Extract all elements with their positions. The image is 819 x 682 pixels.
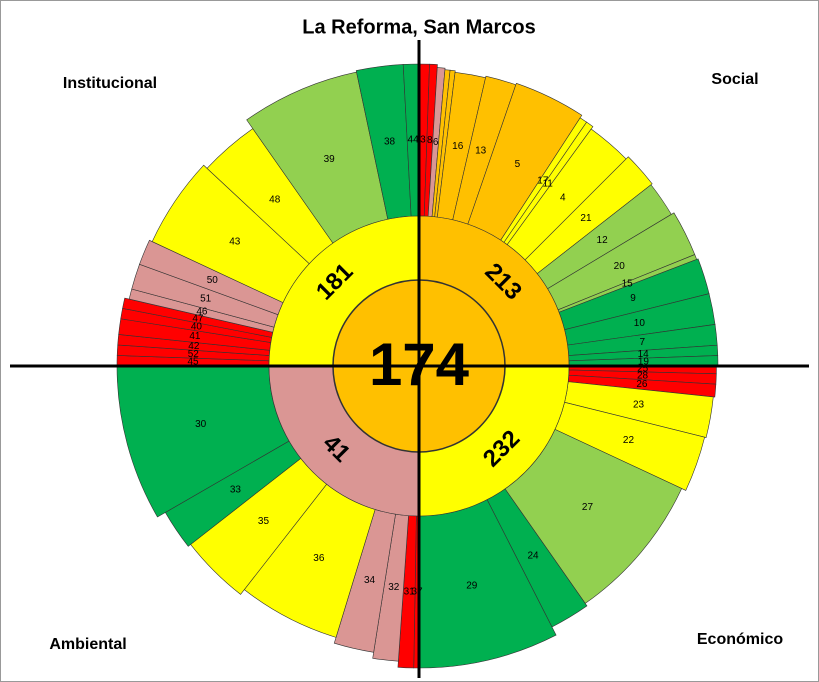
segment-label: 9: [630, 293, 636, 304]
segment-label: 14: [638, 349, 650, 360]
segment-label: 12: [597, 235, 609, 246]
segment-label: 36: [313, 553, 325, 564]
segment-label: 4: [560, 192, 566, 203]
segment-label: 26: [636, 379, 648, 390]
segment-label: 20: [614, 261, 626, 272]
segment-label: 52: [188, 349, 200, 360]
segment-label: 21: [580, 213, 592, 224]
segment-label: 24: [527, 550, 539, 561]
segment-label: 13: [475, 146, 487, 157]
segment-label: 23: [633, 399, 645, 410]
sector-name: Institucional: [63, 75, 157, 92]
segment-label: 42: [188, 341, 200, 352]
segment-label: 11: [542, 179, 553, 190]
segment-label: 51: [200, 293, 212, 304]
segment-label: 35: [258, 516, 270, 527]
segment-label: 31: [404, 586, 416, 597]
segment-label: 41: [189, 331, 201, 342]
segment-label: 27: [582, 502, 594, 513]
sector-name: Social: [711, 71, 758, 88]
segment-label: 6: [433, 137, 439, 148]
segment-label: 3: [420, 135, 426, 146]
segment-label: 25: [637, 364, 649, 375]
segment-label: 15: [622, 279, 634, 290]
segment-label: 8: [427, 135, 433, 146]
segment-label: 39: [324, 154, 336, 165]
segment-label: 37: [411, 587, 423, 598]
segment-label: 34: [364, 575, 376, 586]
segment-label: 22: [623, 435, 635, 446]
segment-label: 5: [515, 159, 521, 170]
segment-label: 46: [196, 307, 208, 318]
segment-label: 40: [191, 321, 203, 332]
segment-label: 30: [195, 419, 207, 430]
sector-name: Económico: [697, 631, 783, 648]
segment-label: 43: [229, 236, 241, 247]
segment-label: 45: [187, 357, 199, 368]
segment-label: 29: [466, 580, 478, 591]
segment-label: 50: [207, 275, 219, 286]
segment-label: 17: [537, 175, 549, 186]
segment-label: 44: [408, 135, 420, 146]
segment-label: 32: [388, 582, 400, 593]
rings: [116, 63, 719, 669]
segment-label: 33: [230, 484, 242, 495]
sector-name: Ambiental: [49, 636, 126, 653]
segment-label: 19: [638, 357, 650, 368]
chart-title: La Reforma, San Marcos: [302, 16, 535, 38]
segment-label: 47: [192, 314, 204, 325]
segment-label: 16: [452, 141, 464, 152]
segment-label: 28: [637, 370, 649, 381]
segment-label: 38: [384, 137, 396, 148]
segment-label: 48: [269, 195, 281, 206]
segment-label: 10: [634, 318, 646, 329]
segment-label: 7: [639, 337, 645, 348]
